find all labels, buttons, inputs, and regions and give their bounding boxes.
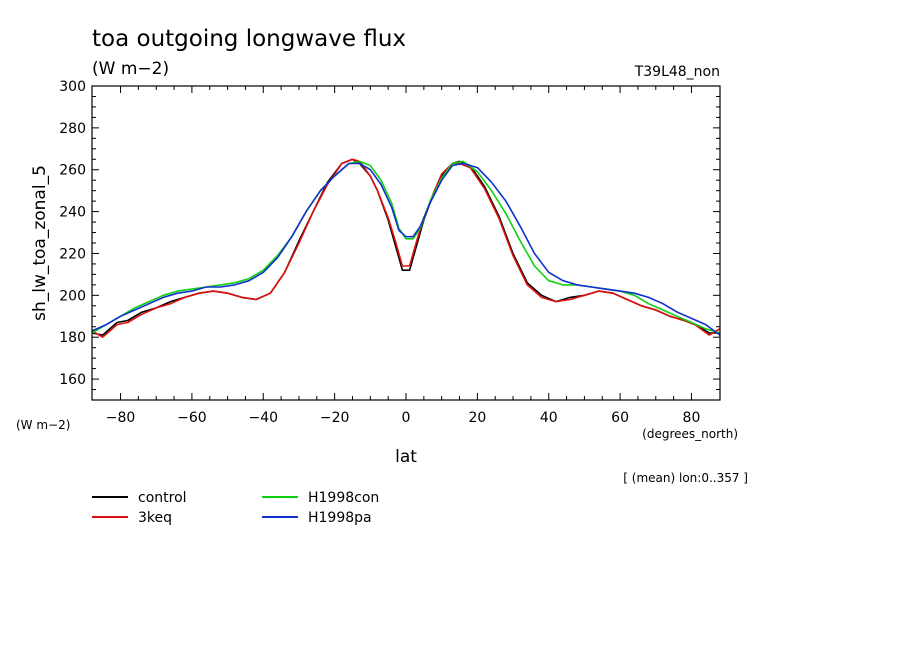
legend-label-3keq: 3keq (138, 510, 172, 526)
y-tick-label: 200 (59, 288, 86, 304)
y-axis: 160 180 200 220 240 260 280 300 (59, 79, 720, 401)
x-axis: −80 −60 −40 −20 0 20 40 60 80 (106, 86, 701, 426)
y-tick-label: 300 (59, 79, 86, 95)
legend-label-H1998pa: H1998pa (308, 510, 372, 526)
y-tick-label: 240 (59, 205, 86, 221)
series-line-H1998pa (91, 162, 721, 336)
y-tick-label: 220 (59, 246, 86, 262)
plot-lines (91, 158, 721, 339)
x-tick-label: −60 (177, 410, 207, 426)
chart-units: (W m−2) (92, 59, 169, 79)
chart-title: toa outgoing longwave flux (92, 26, 406, 52)
x-axis-units: (degrees_north) (642, 427, 738, 441)
series-line-3keq (91, 158, 721, 339)
legend-label-control: control (138, 490, 187, 506)
x-tick-label: 60 (611, 410, 629, 426)
legend: control 3keq H1998con H1998pa (92, 490, 379, 526)
x-tick-label: −80 (106, 410, 136, 426)
legend-label-H1998con: H1998con (308, 490, 379, 506)
x-tick-label: 0 (402, 410, 411, 426)
y-tick-label: 280 (59, 121, 86, 137)
y-axis-units: (W m−2) (16, 418, 70, 432)
y-axis-label: sh_lw_toa_zonal_5 (30, 165, 50, 321)
y-tick-label: 160 (59, 372, 86, 388)
footnote: [ (mean) lon:0..357 ] (623, 471, 748, 485)
x-tick-label: −40 (248, 410, 278, 426)
x-tick-label: 20 (468, 410, 486, 426)
x-tick-label: −20 (320, 410, 350, 426)
x-axis-label: lat (395, 447, 417, 467)
x-tick-label: 80 (683, 410, 701, 426)
run-label: T39L48_non (634, 64, 720, 80)
y-tick-label: 260 (59, 163, 86, 179)
y-tick-label: 180 (59, 330, 86, 346)
x-tick-label: 40 (540, 410, 558, 426)
